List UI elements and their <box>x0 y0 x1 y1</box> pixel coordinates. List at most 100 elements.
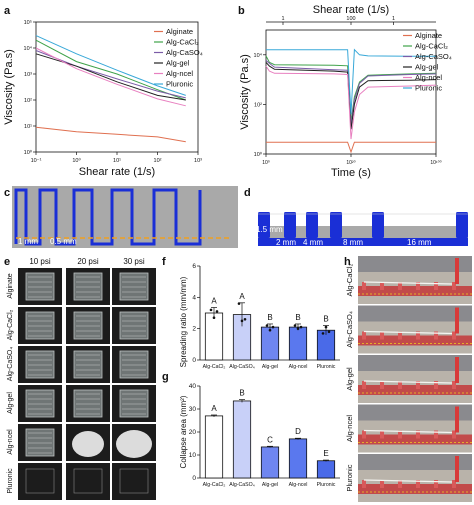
chart-a-series-line <box>35 126 186 143</box>
chart-f-category-label: Alg-CaSO₄ <box>229 364 254 370</box>
collapse-pillar <box>398 430 402 439</box>
collapse-pillar <box>398 331 402 340</box>
collapse-pillar <box>452 282 456 290</box>
filament-collapse-schematic: 1.5 mm 2 mm 4 mm 8 mm 16 mm <box>256 212 468 247</box>
print-row-label: Pluronic <box>7 468 14 494</box>
collapse-pillar <box>362 331 366 340</box>
chart-g-ytick-label: 0 <box>192 475 196 482</box>
chart-a-xtick-label: 10³ <box>194 158 202 164</box>
gap-label-16mm: 16 mm <box>407 238 432 247</box>
chart-b-legend-label: Alginate <box>415 31 442 40</box>
panel-label-a: a <box>4 5 11 17</box>
chart-g-bar <box>288 438 308 479</box>
collapse-pillar <box>380 381 384 389</box>
print-pattern <box>25 428 55 457</box>
chart-f-point <box>293 324 297 327</box>
panel-label-d: d <box>244 187 251 199</box>
chart-a-ytick-label: 10⁴ <box>24 45 33 52</box>
col-30psi: 30 psi <box>123 257 145 266</box>
chart-f-bar <box>260 326 280 361</box>
collapse-pillar <box>452 480 456 488</box>
print-row-label: Alg-ncel <box>7 429 14 455</box>
chart-g-letter: E <box>323 449 328 458</box>
chart-b-xtick-label: 10¹⁰⁰ <box>430 160 441 166</box>
chart-f-ytick-label: 2 <box>192 326 196 333</box>
collapse-pillar <box>416 331 420 340</box>
chart-f-point <box>268 328 272 332</box>
collapse-platform <box>358 434 472 445</box>
print-photo <box>66 463 110 500</box>
print-pattern <box>73 350 103 379</box>
print-blob <box>72 431 104 457</box>
collapse-nozzle <box>455 357 459 383</box>
chart-b-series-line <box>266 141 436 154</box>
spreading-ratio-chart: Spreading ratio (mm/mm) 0 2 4 6 A Alg-CaCl₂ A A… <box>179 263 340 370</box>
chart-f-point <box>271 325 275 329</box>
chart-a-legend-label: Alg-gel <box>166 59 190 68</box>
chart-f-category-label: Alg-gel <box>262 364 278 370</box>
chart-b-series-line <box>265 61 437 130</box>
chart-a-ytick-label: 10⁰ <box>24 149 33 156</box>
collapse-row-label: Alg-gel <box>345 367 354 391</box>
print-pattern <box>119 350 149 379</box>
chart-a-legend-label: Alg-CaSO₄ <box>166 48 203 57</box>
collapse-pillar <box>434 381 438 389</box>
chart-a-xlabel: Shear rate (1/s) <box>79 166 155 178</box>
collapse-photo-top <box>358 305 472 322</box>
chart-f-letter: B <box>323 315 328 324</box>
collapse-pillar <box>380 331 384 340</box>
chart-b-ytick-label: 10⁰ <box>254 151 263 158</box>
print-pattern <box>25 350 55 379</box>
chart-a-series-line <box>35 39 186 101</box>
collapse-pillar <box>434 480 438 488</box>
print-row-label: Alg-gel <box>7 392 14 414</box>
chart-a-legend-label: Alginate <box>166 27 193 36</box>
chart-b-legend-label: Alg-CaSO₄ <box>415 52 452 61</box>
chart-f-category-label: Pluronic <box>317 364 336 370</box>
collapse-pillar <box>452 381 456 389</box>
collapse-pillar <box>416 480 420 488</box>
chart-f-ytick-label: 0 <box>192 357 196 364</box>
chart-f-bar <box>204 312 224 361</box>
collapse-platform <box>358 484 472 494</box>
platform-pillar <box>306 212 318 238</box>
chart-b-xtick-label: 10⁰ <box>262 160 270 166</box>
collapse-row-label: Alg-CaCl₂ <box>345 263 354 296</box>
collapse-filament <box>363 429 453 434</box>
chart-f-point <box>324 325 328 329</box>
chart-a-legend-label: Alg-CaCl₂ <box>166 38 199 47</box>
panel-label-b: b <box>238 5 245 17</box>
chart-f-point <box>299 325 303 329</box>
chart-f-point <box>237 302 241 305</box>
gap-label-2mm: 2 mm <box>276 238 296 247</box>
chart-g-letter: A <box>211 404 217 413</box>
chart-g-ytick-label: 40 <box>189 383 197 390</box>
chart-a-xtick-label: 10¹ <box>113 158 121 164</box>
chart-f-point <box>321 332 325 335</box>
chart-f-point <box>240 319 244 323</box>
chart-a-series-line <box>35 35 186 96</box>
collapse-pillar <box>434 282 438 290</box>
collapse-nozzle <box>455 456 459 482</box>
print-pattern <box>119 389 149 418</box>
viscosity-vs-shear-chart: Shear rate (1/s) Viscosity (Pa.s) 10⁻¹ 10… <box>3 19 203 178</box>
print-photo <box>112 463 156 500</box>
chart-a-series-line <box>35 50 186 99</box>
panel-label-g: g <box>162 371 169 383</box>
collapse-filament <box>363 380 453 384</box>
chart-g-ytick-label: 20 <box>189 429 197 436</box>
chart-b-ytick-label: 10⁴ <box>254 52 263 59</box>
chart-f-point <box>243 317 247 321</box>
chart-b-legend-label: Pluronic <box>415 84 442 93</box>
collapse-nozzle <box>455 258 459 284</box>
print-pattern <box>73 272 103 301</box>
collapse-pillar <box>398 381 402 389</box>
chart-f-letter: A <box>239 292 245 301</box>
chart-a-legend-label: Alg-ncel <box>166 69 193 78</box>
collapse-platform <box>358 286 472 296</box>
print-pattern <box>25 389 55 418</box>
chart-f-ytick-label: 6 <box>192 263 196 270</box>
chart-g-bar <box>204 415 224 479</box>
print-pattern <box>119 468 149 494</box>
gap-label-4mm: 4 mm <box>303 238 323 247</box>
